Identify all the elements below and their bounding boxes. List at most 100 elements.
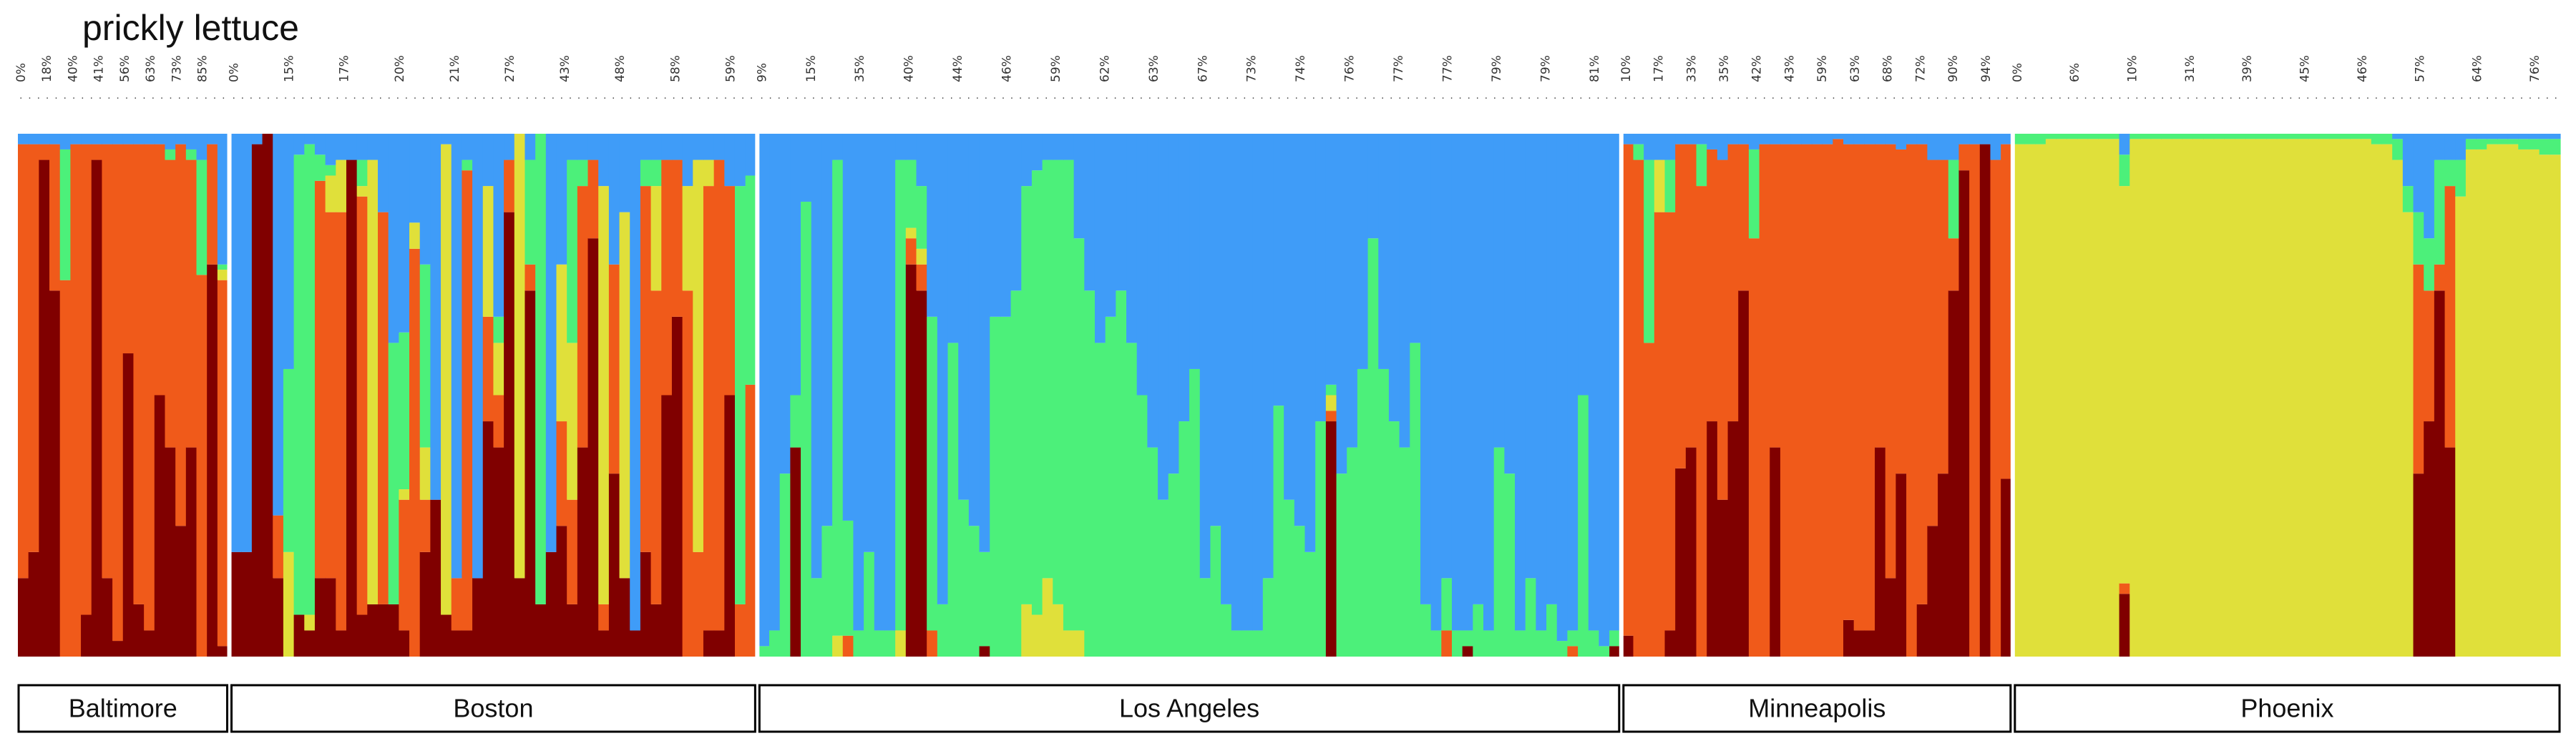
ancestry-segment xyxy=(2434,290,2446,657)
ancestry-segment xyxy=(273,134,284,516)
ancestry-segment xyxy=(927,134,938,317)
ancestry-segment xyxy=(1843,144,1855,620)
ancestry-segment xyxy=(1927,159,1938,526)
ancestry-segment xyxy=(207,264,218,657)
sample-bar xyxy=(1042,134,1053,657)
tick-label: 40% xyxy=(902,55,917,82)
sample-bar xyxy=(251,134,263,657)
sample-bar xyxy=(196,134,208,657)
ancestry-segment xyxy=(154,134,166,144)
ancestry-segment xyxy=(2001,134,2012,144)
ancestry-segment xyxy=(1969,144,1981,657)
ancestry-segment xyxy=(514,134,526,579)
ancestry-segment xyxy=(356,186,368,197)
ancestry-segment xyxy=(1738,144,1750,291)
ancestry-segment xyxy=(1822,144,1833,657)
ancestry-segment xyxy=(1042,159,1053,579)
ancestry-segment xyxy=(758,646,770,657)
ancestry-segment xyxy=(2476,139,2487,149)
ancestry-segment xyxy=(1199,578,1211,657)
sample-bar xyxy=(2067,134,2078,657)
ancestry-segment xyxy=(1578,134,1589,396)
ancestry-segment xyxy=(2108,139,2120,657)
sample-bar xyxy=(2108,134,2120,657)
sample-bar xyxy=(895,134,907,657)
ancestry-segment xyxy=(2539,154,2550,657)
sample-bar xyxy=(2001,134,2012,657)
ancestry-segment xyxy=(1336,134,1347,474)
sample-bar xyxy=(724,134,736,657)
ancestry-segment xyxy=(990,316,1001,657)
sample-bar xyxy=(1105,134,1116,657)
ancestry-segment xyxy=(133,604,145,657)
ancestry-segment xyxy=(703,159,715,187)
ancestry-segment xyxy=(1241,630,1253,657)
ancestry-segment xyxy=(2402,212,2414,657)
sample-bar xyxy=(112,134,124,657)
sample-bar xyxy=(2213,134,2225,657)
ancestry-segment xyxy=(451,578,463,631)
sample-bar xyxy=(70,134,82,657)
sample-bar xyxy=(356,134,368,657)
ancestry-segment xyxy=(895,630,907,657)
ancestry-segment xyxy=(2413,473,2424,657)
ancestry-segment xyxy=(1168,134,1179,474)
ancestry-segment xyxy=(1158,499,1169,657)
ancestry-segment xyxy=(1388,421,1400,657)
ancestry-segment xyxy=(1189,368,1201,657)
ancestry-segment xyxy=(811,134,823,579)
ancestry-segment xyxy=(1979,134,1991,144)
ancestry-segment xyxy=(102,578,113,657)
sample-bar xyxy=(2497,134,2509,657)
ancestry-segment xyxy=(1210,526,1221,657)
ancestry-segment xyxy=(2518,134,2529,139)
sample-bar xyxy=(472,134,484,657)
ancestry-segment xyxy=(230,134,242,552)
sample-bar xyxy=(2350,134,2361,657)
ancestry-segment xyxy=(217,264,229,270)
ancestry-segment xyxy=(207,134,218,144)
sample-bar xyxy=(81,134,92,657)
ancestry-segment xyxy=(587,159,599,239)
sample-bar xyxy=(2528,134,2540,657)
sample-bar xyxy=(1493,134,1505,657)
sample-bar xyxy=(102,134,113,657)
ancestry-segment xyxy=(81,134,92,144)
ancestry-segment xyxy=(1347,447,1358,657)
sample-bar xyxy=(493,134,504,657)
ancestry-segment xyxy=(1664,159,1676,212)
sample-bar xyxy=(1790,134,1802,657)
ancestry-segment xyxy=(1546,604,1558,657)
tick-label: 63% xyxy=(1147,55,1161,82)
ancestry-segment xyxy=(1864,134,1875,144)
tick-label: 18% xyxy=(40,55,54,82)
sample-bar xyxy=(388,134,399,657)
ancestry-segment xyxy=(2129,139,2141,657)
sample-bar xyxy=(587,134,599,657)
sample-bar xyxy=(1622,134,1634,657)
sample-bar xyxy=(409,134,421,657)
ancestry-segment xyxy=(916,186,927,249)
ancestry-segment xyxy=(196,159,208,275)
sample-bar xyxy=(2308,134,2320,657)
sample-bar xyxy=(2539,134,2550,657)
ancestry-segment xyxy=(28,551,39,657)
ancestry-segment xyxy=(28,144,39,552)
ancestry-segment xyxy=(185,447,197,657)
ancestry-segment xyxy=(49,134,61,144)
ancestry-segment xyxy=(671,159,683,317)
ancestry-segment xyxy=(1633,134,1644,144)
ancestry-segment xyxy=(1707,149,1718,422)
sample-bar xyxy=(185,134,197,657)
tick-label: 56% xyxy=(118,55,132,82)
sample-bar xyxy=(640,134,652,657)
ancestry-segment xyxy=(325,212,336,579)
ancestry-segment xyxy=(1000,316,1012,657)
ancestry-segment xyxy=(779,134,791,474)
tick-label: 21% xyxy=(448,55,462,82)
ancestry-segment xyxy=(1462,134,1473,631)
ancestry-segment xyxy=(979,646,990,657)
ancestry-segment xyxy=(336,212,347,631)
ancestry-segment xyxy=(1325,134,1337,385)
ancestry-segment xyxy=(1179,421,1190,657)
